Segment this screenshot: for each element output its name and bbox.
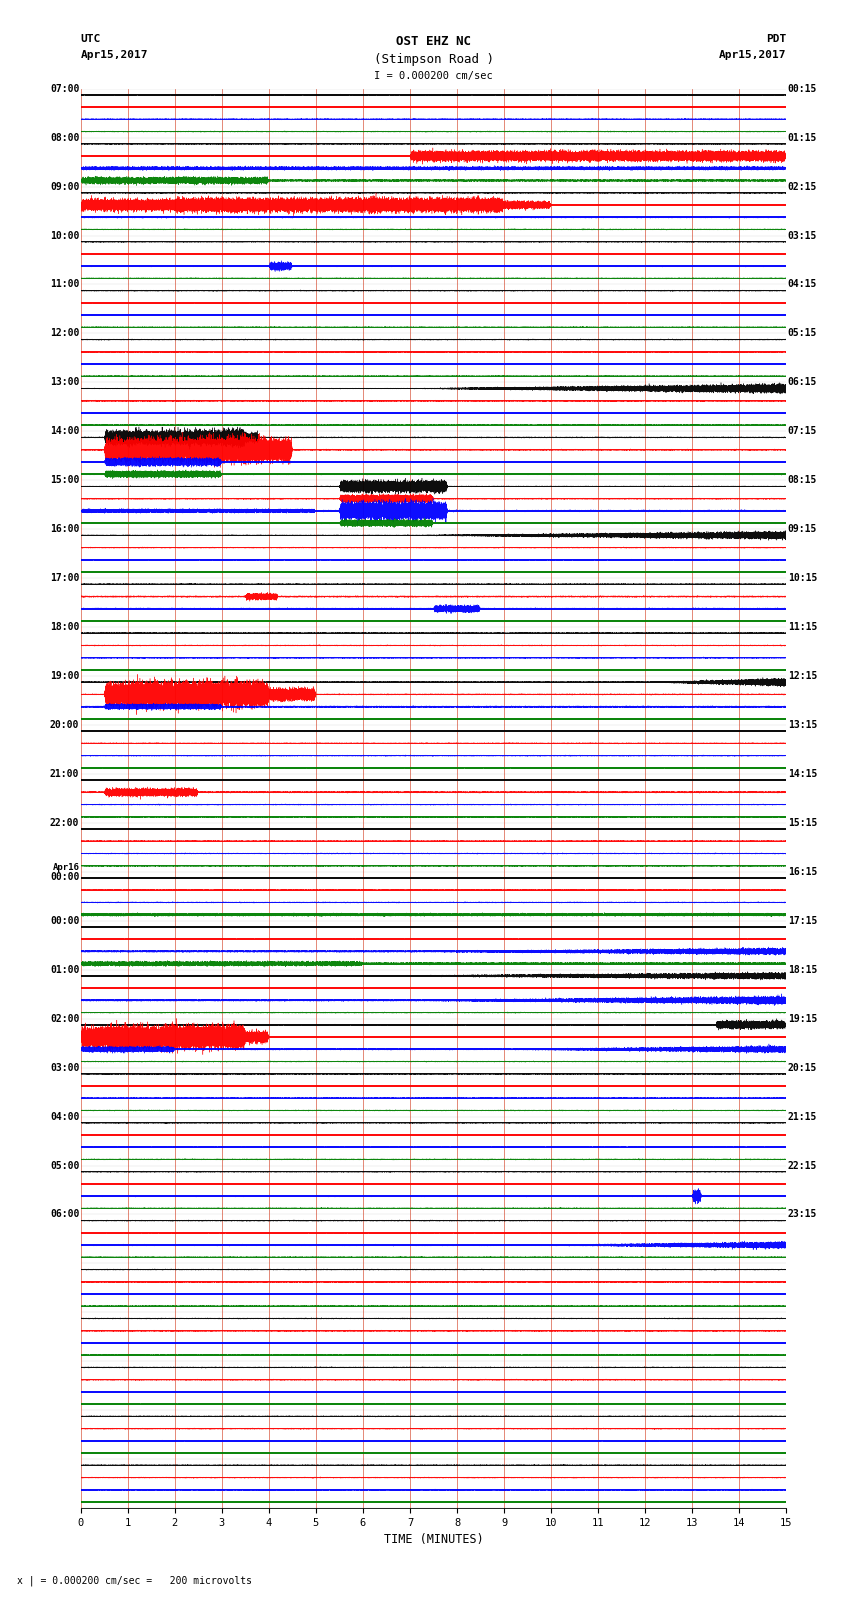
Text: 21:00: 21:00 <box>50 769 79 779</box>
Text: 19:15: 19:15 <box>788 1013 817 1024</box>
Text: UTC: UTC <box>81 34 101 44</box>
Text: Apr16: Apr16 <box>53 863 79 873</box>
Text: I = 0.000200 cm/sec: I = 0.000200 cm/sec <box>374 71 493 81</box>
Text: 08:00: 08:00 <box>50 132 79 142</box>
Text: 08:15: 08:15 <box>788 476 817 486</box>
Text: 03:00: 03:00 <box>50 1063 79 1073</box>
Text: 17:00: 17:00 <box>50 573 79 584</box>
Text: 14:00: 14:00 <box>50 426 79 437</box>
Text: 11:00: 11:00 <box>50 279 79 289</box>
Text: 14:15: 14:15 <box>788 769 817 779</box>
Text: 11:15: 11:15 <box>788 623 817 632</box>
Text: OST EHZ NC: OST EHZ NC <box>396 35 471 48</box>
Text: 16:15: 16:15 <box>788 866 817 877</box>
Text: PDT: PDT <box>766 34 786 44</box>
Text: 09:15: 09:15 <box>788 524 817 534</box>
Text: 00:00: 00:00 <box>50 873 79 882</box>
Text: 10:15: 10:15 <box>788 573 817 584</box>
Text: 00:00: 00:00 <box>50 916 79 926</box>
Text: 16:00: 16:00 <box>50 524 79 534</box>
Text: 07:15: 07:15 <box>788 426 817 437</box>
Text: 13:00: 13:00 <box>50 377 79 387</box>
Text: 00:15: 00:15 <box>788 84 817 94</box>
Text: 18:00: 18:00 <box>50 623 79 632</box>
Text: 05:00: 05:00 <box>50 1160 79 1171</box>
Text: 09:00: 09:00 <box>50 182 79 192</box>
Text: 01:15: 01:15 <box>788 132 817 142</box>
Text: 12:00: 12:00 <box>50 329 79 339</box>
Text: 17:15: 17:15 <box>788 916 817 926</box>
Text: (Stimpson Road ): (Stimpson Road ) <box>373 53 494 66</box>
Text: 20:15: 20:15 <box>788 1063 817 1073</box>
Text: 06:15: 06:15 <box>788 377 817 387</box>
Text: 04:00: 04:00 <box>50 1111 79 1121</box>
Text: Apr15,2017: Apr15,2017 <box>719 50 786 60</box>
Text: 22:15: 22:15 <box>788 1160 817 1171</box>
Text: 21:15: 21:15 <box>788 1111 817 1121</box>
Text: 06:00: 06:00 <box>50 1210 79 1219</box>
X-axis label: TIME (MINUTES): TIME (MINUTES) <box>383 1534 484 1547</box>
Text: Apr15,2017: Apr15,2017 <box>81 50 148 60</box>
Text: 13:15: 13:15 <box>788 719 817 731</box>
Text: 23:15: 23:15 <box>788 1210 817 1219</box>
Text: 01:00: 01:00 <box>50 965 79 974</box>
Text: 12:15: 12:15 <box>788 671 817 681</box>
Text: 15:15: 15:15 <box>788 818 817 827</box>
Text: 02:15: 02:15 <box>788 182 817 192</box>
Text: 22:00: 22:00 <box>50 818 79 827</box>
Text: 18:15: 18:15 <box>788 965 817 974</box>
Text: 20:00: 20:00 <box>50 719 79 731</box>
Text: 10:00: 10:00 <box>50 231 79 240</box>
Text: 04:15: 04:15 <box>788 279 817 289</box>
Text: 05:15: 05:15 <box>788 329 817 339</box>
Text: 02:00: 02:00 <box>50 1013 79 1024</box>
Text: 03:15: 03:15 <box>788 231 817 240</box>
Text: 07:00: 07:00 <box>50 84 79 94</box>
Text: 19:00: 19:00 <box>50 671 79 681</box>
Text: x | = 0.000200 cm/sec =   200 microvolts: x | = 0.000200 cm/sec = 200 microvolts <box>17 1576 252 1586</box>
Text: 15:00: 15:00 <box>50 476 79 486</box>
